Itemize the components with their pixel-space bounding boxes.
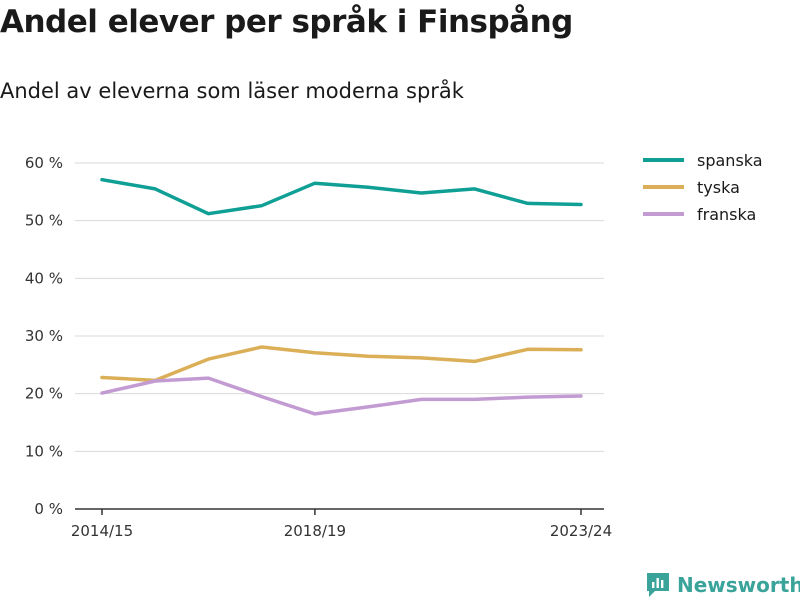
legend-label-tyska: tyska [697, 178, 740, 197]
x-tick-label: 2023/24 [550, 522, 612, 540]
legend-label-spanska: spanska [697, 151, 763, 170]
legend: spanska tyska franska [643, 151, 763, 224]
y-tick-label: 60 % [25, 154, 63, 172]
x-tick-label: 2018/19 [284, 522, 346, 540]
y-tick-label: 0 % [34, 500, 63, 518]
series-lines [100, 177, 583, 416]
brand-name: Newsworthy [677, 573, 800, 597]
y-tick-label: 10 % [25, 442, 63, 460]
y-tick-label: 20 % [25, 385, 63, 403]
y-tick-label: 50 % [25, 212, 63, 230]
series-line-franska [100, 376, 583, 416]
x-axis: 2014/15 2018/19 2023/24 [71, 508, 612, 540]
series-line-tyska [100, 345, 583, 383]
y-tick-label: 40 % [25, 269, 63, 287]
x-tick-label: 2014/15 [71, 522, 133, 540]
gridlines [75, 162, 604, 452]
legend-label-franska: franska [697, 205, 756, 224]
chart-subtitle: Andel av eleverna som läser moderna språ… [0, 79, 464, 103]
series-line-spanska [100, 177, 583, 216]
newsworthy-brand: Newsworthy [645, 570, 800, 600]
y-tick-label: 30 % [25, 327, 63, 345]
newsworthy-logo-icon [647, 573, 669, 597]
chart-title: Andel elever per språk i Finspång [0, 4, 573, 40]
y-axis-ticks: 0 % 10 % 20 % 30 % 40 % 50 % 60 % [25, 154, 63, 518]
